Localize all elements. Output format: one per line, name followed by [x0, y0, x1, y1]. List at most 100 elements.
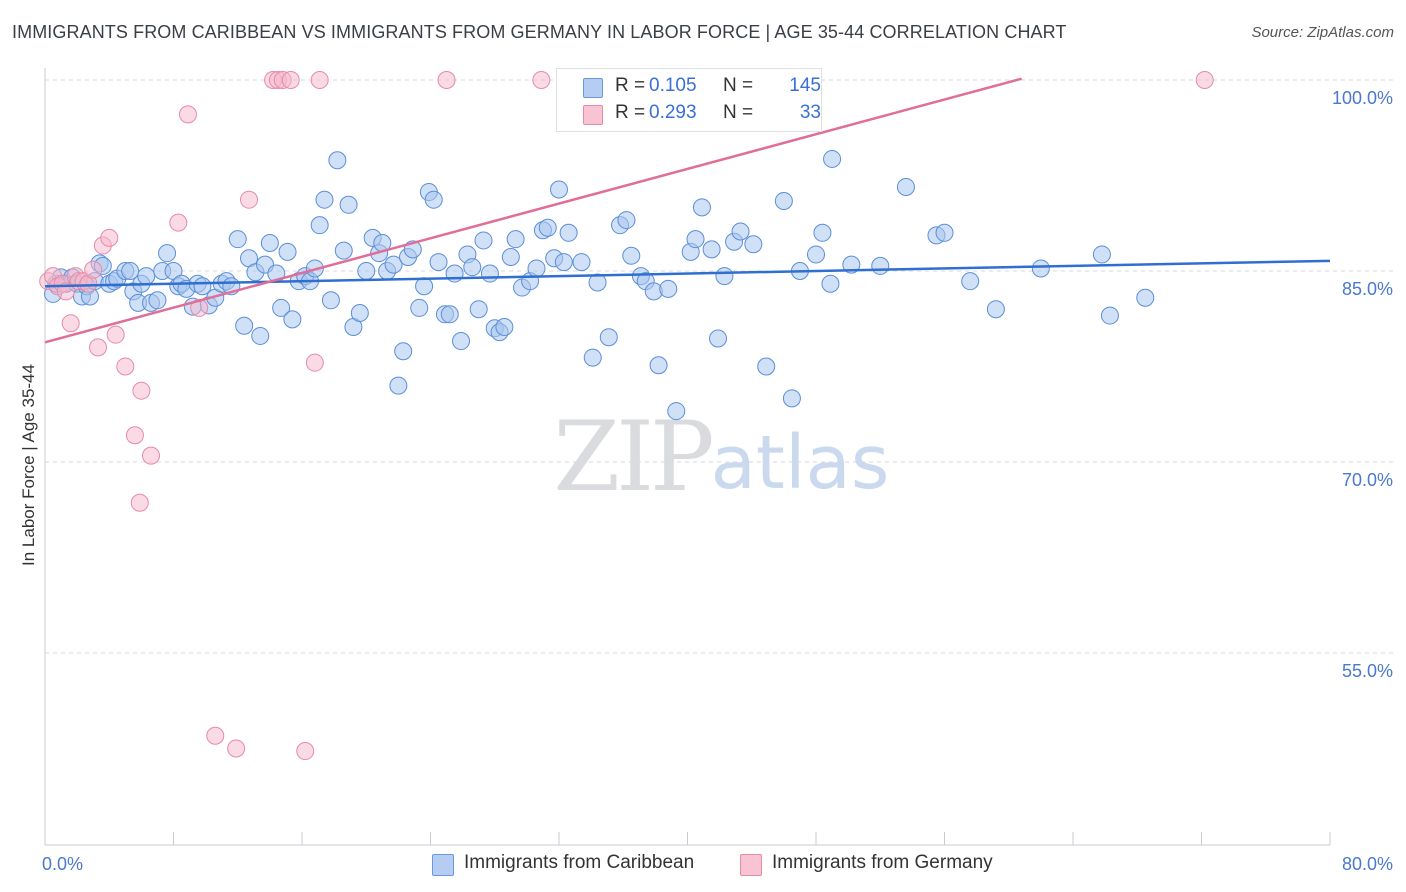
caribbean-point: [871, 256, 890, 275]
germany-point: [206, 726, 225, 745]
caribbean-point: [744, 235, 763, 254]
caribbean-point: [986, 300, 1005, 319]
caribbean-swatch: [432, 854, 454, 876]
caribbean-point: [896, 177, 915, 196]
caribbean-point: [440, 305, 459, 324]
caribbean-point: [429, 253, 448, 272]
germany-point: [61, 314, 80, 333]
caribbean-point: [424, 190, 443, 209]
caribbean-point: [334, 241, 353, 260]
caribbean-point: [538, 218, 557, 237]
caribbean-point: [821, 274, 840, 293]
legend-n-label: N =: [723, 102, 754, 123]
caribbean-point: [339, 195, 358, 214]
germany-swatch: [740, 854, 762, 876]
caribbean-point: [527, 259, 546, 278]
caribbean-point: [686, 230, 705, 249]
caribbean-point: [452, 332, 471, 351]
germany-point: [84, 260, 103, 279]
caribbean-point: [588, 273, 607, 292]
caribbean-point: [649, 356, 668, 375]
germany-point: [106, 325, 125, 344]
germany-point: [130, 493, 149, 512]
y-tick-label: 85.0%: [1342, 279, 1393, 299]
caribbean-point: [321, 291, 340, 310]
caribbean-point: [659, 279, 678, 298]
caribbean-point: [469, 300, 488, 319]
germany-point: [281, 71, 300, 89]
germany-point: [178, 105, 197, 124]
caribbean-point: [807, 245, 825, 264]
caribbean-point: [572, 253, 591, 272]
y-tick-label: 70.0%: [1342, 470, 1393, 490]
caribbean-point: [1100, 306, 1119, 325]
caribbean-point: [137, 267, 156, 286]
germany-point: [227, 739, 246, 758]
caribbean-point: [782, 389, 801, 408]
caribbean-point: [702, 240, 721, 259]
correlation-legend: R = 0.105 N = 145 R = 0.293 N = 33: [556, 68, 822, 132]
caribbean-point: [394, 342, 413, 361]
germany-point: [89, 338, 108, 357]
legend-r-label: R =: [615, 102, 646, 123]
caribbean-point: [310, 216, 329, 235]
germany-point: [239, 190, 258, 209]
chart-title: IMMIGRANTS FROM CARIBBEAN VS IMMIGRANTS …: [12, 22, 1067, 42]
y-axis-label: In Labor Force | Age 35-44: [19, 364, 38, 566]
caribbean-point: [121, 262, 140, 280]
caribbean-point: [667, 402, 686, 421]
y-tick-label: 100.0%: [1332, 88, 1393, 108]
legend-swatch-pink: [583, 105, 603, 125]
legend-swatch-blue: [583, 78, 603, 98]
caribbean-point: [260, 233, 279, 252]
germany-point: [100, 228, 119, 247]
legend-row-germany: R = 0.293 N = 33: [583, 102, 821, 126]
germany-point: [132, 381, 151, 400]
caribbean-point: [774, 191, 793, 210]
caribbean-label: Immigrants from Caribbean: [464, 852, 695, 873]
germany-point: [1195, 71, 1214, 89]
watermark-atlas: atlas: [711, 420, 890, 506]
legend-row-caribbean: R = 0.105 N = 145: [583, 75, 821, 99]
zipatlas-watermark: ZIP atlas: [553, 401, 889, 513]
caribbean-point: [357, 262, 376, 280]
germany-trend-line: [44, 77, 1022, 344]
caribbean-point: [692, 198, 711, 217]
germany-point: [310, 71, 329, 89]
caribbean-point: [731, 222, 750, 241]
caribbean-point: [842, 255, 861, 274]
caribbean-point: [228, 230, 247, 249]
caribbean-point: [823, 149, 842, 168]
caribbean-point: [622, 246, 641, 265]
legend-r-value: 0.105: [649, 75, 697, 96]
caribbean-point: [283, 310, 302, 329]
legend-r-value: 0.293: [649, 102, 697, 123]
caribbean-point: [1031, 259, 1050, 278]
caribbean-point: [554, 253, 573, 272]
caribbean-point: [235, 316, 254, 335]
caribbean-point: [278, 242, 297, 261]
caribbean-point: [389, 376, 408, 395]
legend-n-label: N =: [723, 75, 754, 96]
caribbean-point: [506, 230, 525, 249]
caribbean-point: [935, 223, 954, 242]
germany-point: [296, 742, 315, 761]
legend-n-value: 33: [799, 102, 821, 123]
watermark-zip: ZIP: [553, 401, 712, 513]
germany-point: [125, 426, 144, 445]
x-tick-label-max: 80.0%: [1342, 854, 1393, 874]
germany-label: Immigrants from Germany: [772, 852, 993, 873]
caribbean-point: [550, 180, 568, 199]
caribbean-point: [474, 231, 493, 250]
caribbean-point: [480, 264, 499, 283]
germany-point: [169, 213, 188, 232]
caribbean-point: [328, 151, 347, 170]
caribbean-point: [813, 223, 832, 242]
germany-point: [305, 353, 324, 372]
legend-n-value: 145: [789, 75, 821, 96]
germany-point: [116, 357, 135, 376]
caribbean-point: [501, 247, 520, 266]
y-tick-label: 55.0%: [1342, 661, 1393, 681]
germany-point: [437, 71, 456, 89]
caribbean-point: [583, 348, 602, 367]
